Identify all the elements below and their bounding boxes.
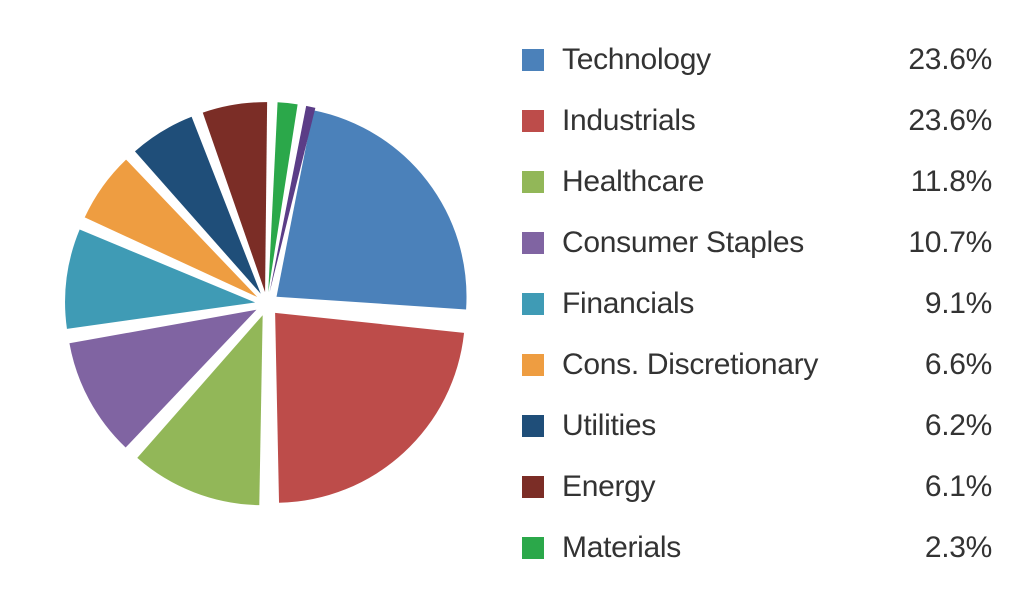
legend-label: Technology [562,43,882,77]
legend-row-2: Healthcare11.8% [522,152,992,213]
legend-label: Materials [562,531,882,565]
legend-value: 23.6% [882,43,992,77]
pie-slice-1 [275,313,464,503]
legend-swatch [522,110,544,132]
legend-label: Industrials [562,104,882,138]
legend-value: 23.6% [882,104,992,138]
legend-label: Financials [562,287,882,321]
legend: Technology23.6%Industrials23.6%Healthcar… [502,30,992,579]
legend-label: Consumer Staples [562,226,882,260]
pie-chart [37,24,497,584]
legend-swatch [522,476,544,498]
legend-row-1: Industrials23.6% [522,91,992,152]
legend-row-7: Energy6.1% [522,457,992,518]
legend-value: 9.1% [882,287,992,321]
legend-value: 6.6% [882,348,992,382]
legend-row-4: Financials9.1% [522,274,992,335]
legend-row-3: Consumer Staples10.7% [522,213,992,274]
legend-swatch [522,354,544,376]
legend-label: Healthcare [562,165,882,199]
legend-swatch [522,171,544,193]
legend-value: 6.1% [882,470,992,504]
legend-label: Cons. Discretionary [562,348,882,382]
legend-row-8: Materials2.3% [522,518,992,579]
legend-value: 10.7% [882,226,992,260]
legend-swatch [522,232,544,254]
legend-label: Energy [562,470,882,504]
legend-value: 6.2% [882,409,992,443]
legend-swatch [522,49,544,71]
legend-swatch [522,293,544,315]
legend-value: 11.8% [882,165,992,199]
pie-chart-area [32,24,502,584]
legend-label: Utilities [562,409,882,443]
legend-row-5: Cons. Discretionary6.6% [522,335,992,396]
legend-swatch [522,537,544,559]
chart-container: Technology23.6%Industrials23.6%Healthcar… [0,0,1024,608]
legend-row-6: Utilities6.2% [522,396,992,457]
legend-value: 2.3% [882,531,992,565]
legend-swatch [522,415,544,437]
legend-row-0: Technology23.6% [522,30,992,91]
